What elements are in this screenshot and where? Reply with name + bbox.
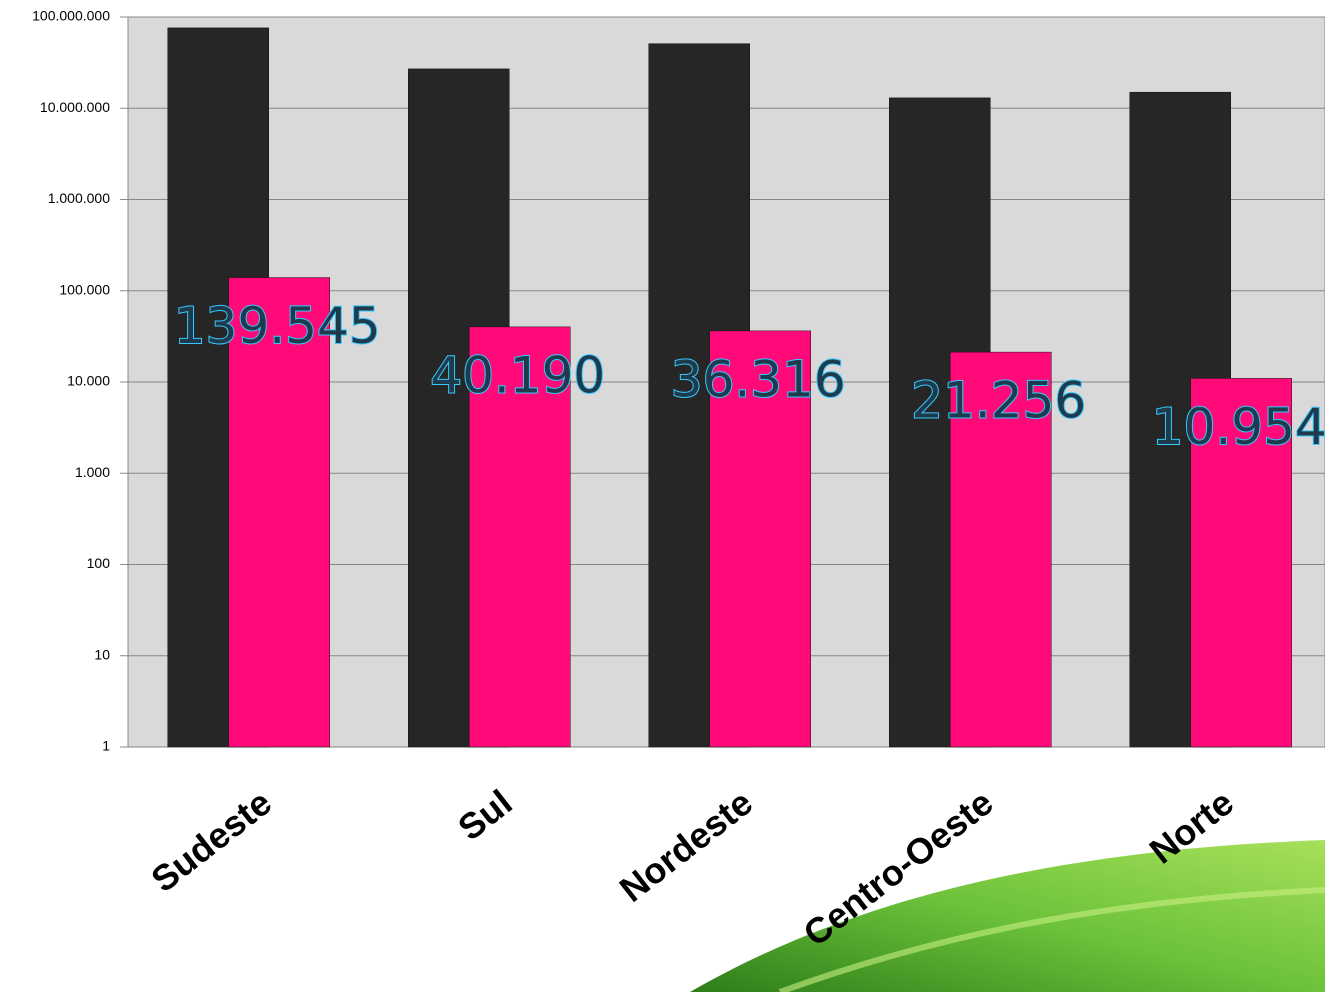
y-tick-label: 100 [87, 555, 111, 571]
y-tick-label: 100.000.000 [32, 8, 110, 24]
y-tick-label: 1.000.000 [48, 190, 110, 206]
y-tick-label: 10 [94, 646, 110, 662]
x-tick-label: Nordeste [612, 781, 760, 909]
decoration [690, 840, 1325, 992]
y-tick-label: 1 [102, 738, 110, 754]
x-tick-label: Sudeste [143, 781, 279, 900]
decoration [778, 887, 1325, 992]
y-tick-label: 10.000.000 [40, 99, 110, 115]
bar [950, 351, 1052, 748]
y-tick-label: 100.000 [59, 281, 110, 297]
y-tick-label: 10.000 [67, 373, 110, 389]
bar [469, 326, 571, 748]
data-label: 40.190 [430, 346, 605, 404]
data-label: 139.545 [174, 297, 381, 355]
x-tick-label: Sul [450, 781, 519, 848]
bar [228, 277, 330, 748]
bar [1190, 378, 1292, 748]
bar [709, 330, 811, 748]
y-tick-label: 1.000 [75, 464, 110, 480]
data-label: 21.256 [911, 372, 1086, 430]
data-label: 10.954 [1152, 398, 1325, 456]
data-label: 36.316 [671, 350, 846, 408]
